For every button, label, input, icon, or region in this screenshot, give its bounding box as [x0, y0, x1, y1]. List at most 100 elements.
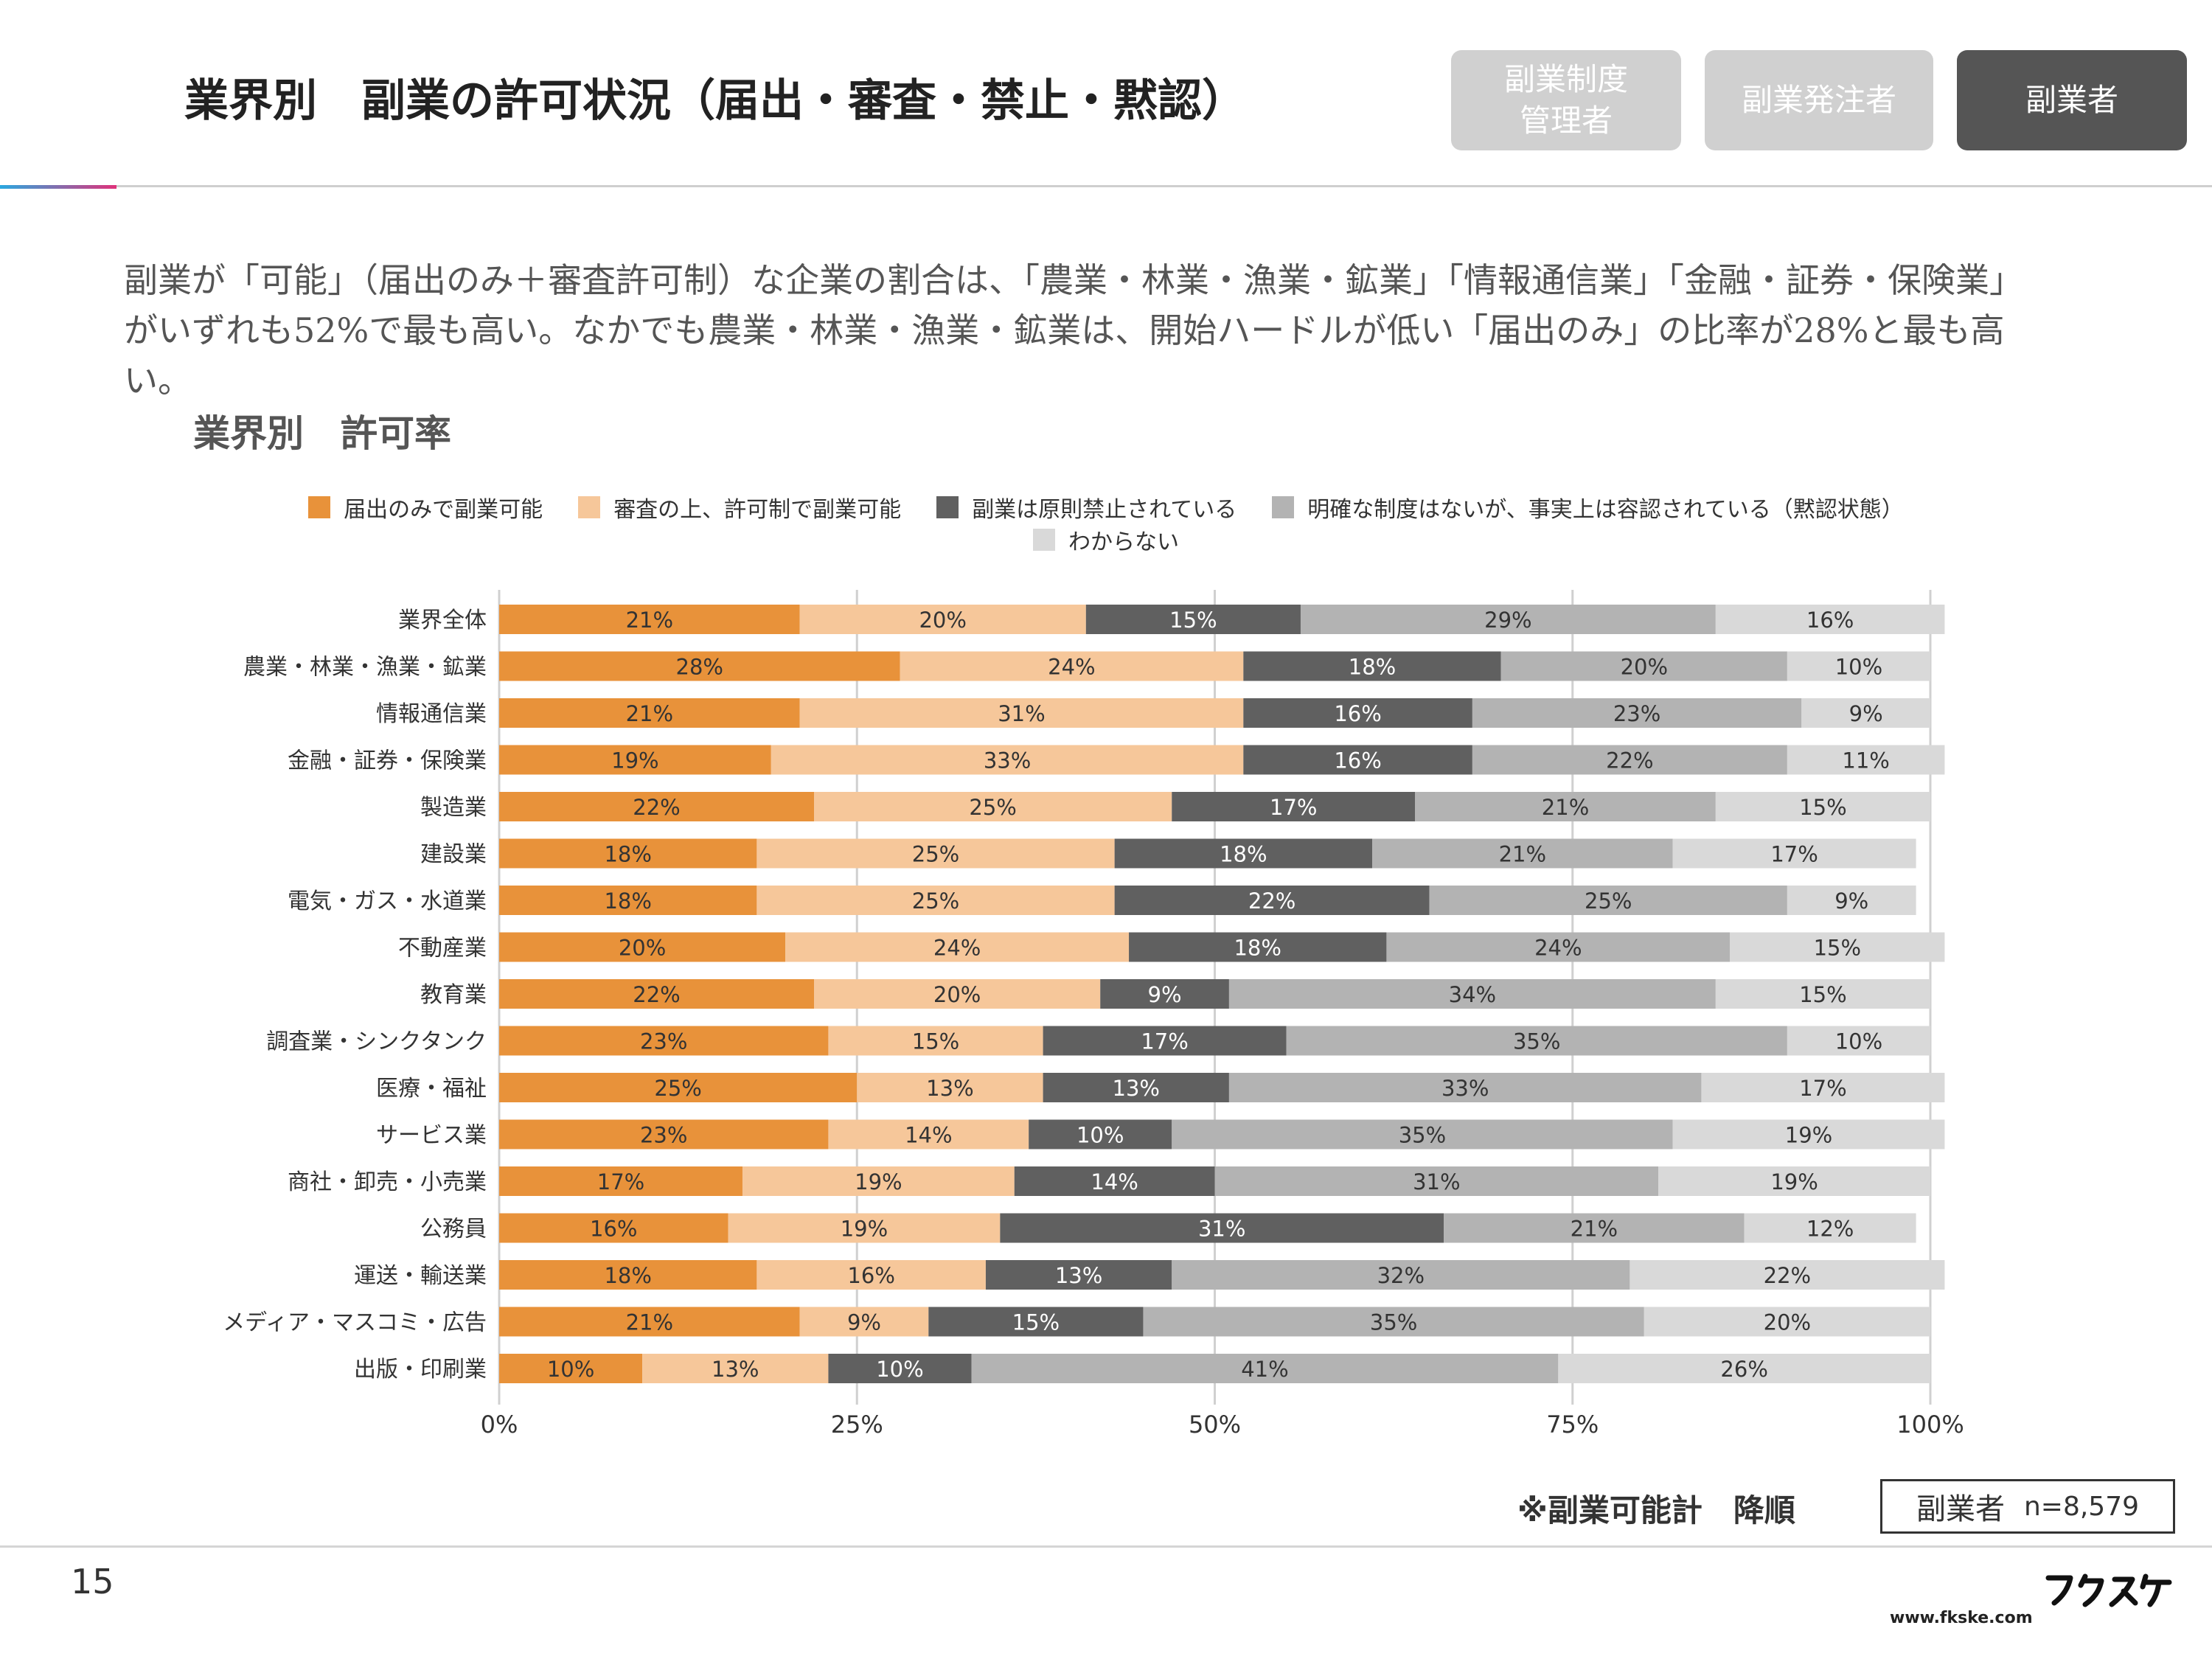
- bar-value-label: 41%: [1241, 1357, 1288, 1382]
- bar-segment: [1029, 1119, 1172, 1150]
- bar-segment: [799, 1307, 929, 1337]
- bar-segment: [828, 1119, 1029, 1150]
- sample-size-box: 副業者 n=8,579: [1880, 1479, 2175, 1534]
- bar-segment: [1043, 1073, 1229, 1102]
- bar-value-label: 18%: [604, 842, 651, 867]
- category-label: 業界全体: [398, 608, 487, 633]
- bar-segment: [985, 1260, 1172, 1290]
- legend-label-permission-system: 審査の上、許可制で副業可能: [613, 497, 902, 523]
- x-tick-label: 75%: [1546, 1411, 1599, 1439]
- tab-side-job-system-manager[interactable]: 副業制度 管理者: [1451, 50, 1681, 150]
- bar-segment: [499, 698, 800, 728]
- chart-heading: 業界別 許可率: [193, 411, 451, 455]
- bar-value-label: 15%: [1799, 795, 1846, 820]
- x-tick-label: 100%: [1896, 1411, 1964, 1439]
- bar-segment: [785, 932, 1130, 962]
- bar-segment: [1386, 932, 1731, 962]
- legend-swatch-permission-system: [578, 496, 601, 518]
- bar-segment: [499, 932, 786, 962]
- bar-value-label: 21%: [626, 608, 673, 633]
- bar-segment: [1630, 1260, 1945, 1290]
- bar-segment: [1472, 745, 1787, 775]
- bar-value-label: 15%: [1814, 936, 1861, 961]
- category-label: 商社・卸売・小売業: [288, 1169, 487, 1195]
- bar-segment: [1172, 1119, 1673, 1150]
- header-accent-bar: [0, 185, 116, 189]
- bar-value-label: 31%: [998, 701, 1045, 726]
- bar-value-label: 23%: [640, 1029, 687, 1054]
- bar-value-label: 17%: [597, 1169, 644, 1194]
- legend-item-prohibited: 副業は原則禁止されている: [936, 491, 1237, 524]
- legend-swatch-notification-only: [308, 496, 331, 518]
- legend-label-prohibited: 副業は原則禁止されている: [972, 497, 1237, 523]
- bar-segment: [1300, 605, 1716, 634]
- bar-segment: [1372, 838, 1673, 869]
- legend-label-notification-only: 届出のみで副業可能: [344, 497, 543, 523]
- bar-segment: [1787, 886, 1916, 915]
- bar-value-label: 22%: [1606, 748, 1653, 773]
- bar-value-label: 10%: [876, 1357, 923, 1382]
- bar-segment: [1228, 979, 1716, 1009]
- bar-segment: [1228, 1073, 1702, 1102]
- bar-segment: [814, 979, 1101, 1009]
- bar-value-label: 14%: [905, 1123, 952, 1148]
- bar-value-label: 20%: [1621, 655, 1668, 680]
- bar-segment: [1672, 1119, 1945, 1150]
- bar-segment: [857, 1073, 1043, 1102]
- bar-segment: [928, 1307, 1144, 1337]
- bar-segment: [1472, 698, 1802, 728]
- bar-segment: [642, 1354, 829, 1383]
- bar-value-label: 17%: [1141, 1029, 1188, 1054]
- bar-segment: [799, 605, 1086, 634]
- sample-label: 副業者: [1916, 1492, 2005, 1526]
- bar-segment: [1000, 1213, 1444, 1243]
- bar-segment: [1014, 1166, 1215, 1196]
- category-label: 公務員: [420, 1217, 487, 1242]
- bar-value-label: 24%: [1048, 655, 1095, 680]
- sample-count: n=8,579: [2023, 1491, 2140, 1522]
- bar-value-label: 21%: [626, 1310, 673, 1335]
- bar-value-label: 25%: [969, 795, 1016, 820]
- header-divider: [0, 185, 2212, 187]
- bar-value-label: 33%: [984, 748, 1031, 773]
- bar-value-label: 23%: [640, 1123, 687, 1148]
- bar-segment: [1744, 1213, 1916, 1243]
- category-label: 調査業・シンクタンク: [266, 1029, 487, 1055]
- bar-segment: [499, 745, 771, 775]
- bar-value-label: 19%: [611, 748, 658, 773]
- bar-value-label: 9%: [1148, 982, 1182, 1007]
- bar-segment: [1730, 932, 1945, 962]
- bar-value-label: 19%: [841, 1217, 888, 1242]
- legend-swatch-tacitly-approved: [1272, 496, 1295, 518]
- bar-value-label: 22%: [1764, 1263, 1811, 1288]
- bar-value-label: 10%: [547, 1357, 594, 1382]
- tab-side-job-worker[interactable]: 副業者: [1957, 50, 2187, 150]
- category-label: 医療・福祉: [376, 1076, 487, 1102]
- bar-value-label: 11%: [1842, 748, 1889, 773]
- bar-value-label: 9%: [1849, 701, 1883, 726]
- bar-segment: [799, 698, 1244, 728]
- page-number: 15: [71, 1562, 114, 1601]
- bar-segment: [1715, 979, 1930, 1009]
- legend-swatch-prohibited: [936, 496, 959, 518]
- category-label: 製造業: [420, 795, 487, 821]
- category-label: サービス業: [376, 1123, 487, 1149]
- bar-segment: [1787, 651, 1930, 681]
- category-label: 建設業: [420, 842, 487, 868]
- bar-value-label: 15%: [1169, 608, 1217, 633]
- legend-item-unknown: わからない: [1033, 524, 1179, 556]
- bar-value-label: 20%: [1764, 1310, 1811, 1335]
- legend-label-tacitly-approved: 明確な制度はないが、事実上は容認されている（黙認状態）: [1307, 497, 1904, 523]
- tab-side-job-client[interactable]: 副業発注者: [1705, 50, 1933, 150]
- bar-segment: [1114, 838, 1373, 869]
- bar-value-label: 19%: [855, 1169, 902, 1194]
- bar-value-label: 35%: [1399, 1123, 1446, 1148]
- category-label: 運送・輸送業: [354, 1263, 487, 1289]
- bar-segment: [499, 1213, 728, 1243]
- bar-value-label: 9%: [847, 1310, 881, 1335]
- bar-segment: [1444, 1213, 1745, 1243]
- category-label: 電気・ガス・水道業: [288, 888, 487, 914]
- bar-segment: [1085, 605, 1301, 634]
- bar-segment: [828, 1354, 972, 1383]
- bar-value-label: 28%: [676, 655, 723, 680]
